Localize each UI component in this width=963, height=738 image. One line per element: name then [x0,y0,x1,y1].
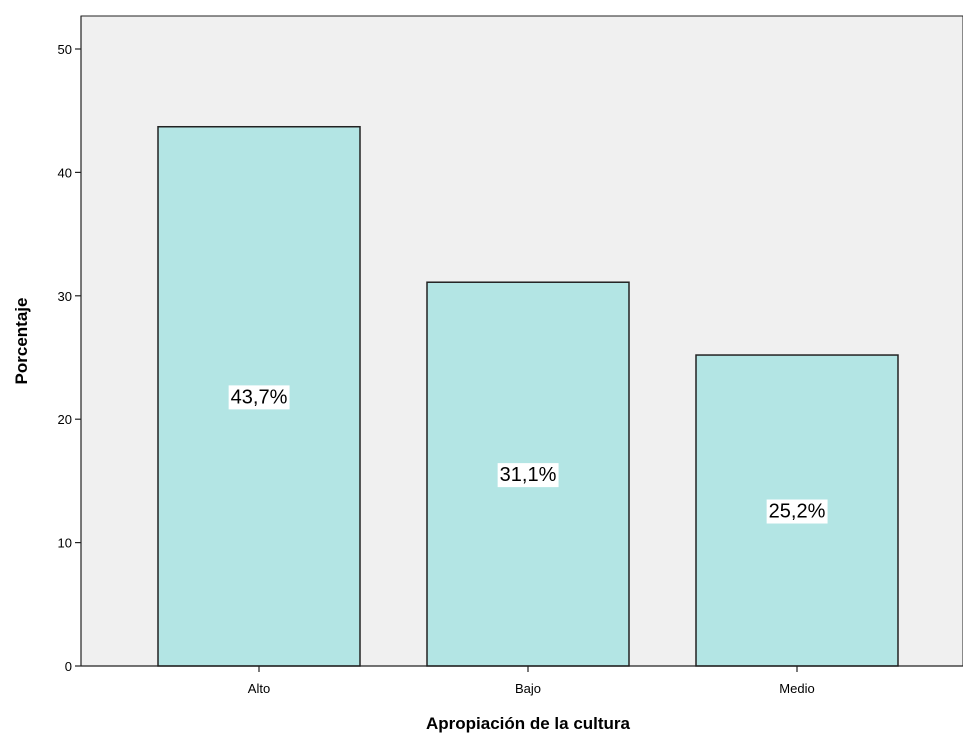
data-label-text: 31,1% [500,464,557,486]
x-axis-title: Apropiación de la cultura [426,714,631,733]
x-tick-label: Alto [248,681,270,696]
y-tick-label: 30 [58,289,72,304]
y-tick-label: 0 [65,659,72,674]
y-tick-label: 50 [58,42,72,57]
data-label-text: 43,7% [231,386,288,408]
x-ticks-group: Alto Bajo Medio [248,666,815,696]
data-label-alto: 43,7% [228,385,290,410]
y-tick-label: 40 [58,165,72,180]
x-tick-label: Medio [779,681,814,696]
x-tick-label: Bajo [515,681,541,696]
y-tick-label: 20 [58,412,72,427]
data-label-background [766,499,828,524]
data-label-background [497,463,559,488]
axes-group [80,16,963,667]
data-label-background [228,385,290,410]
y-axis-title: Porcentaje [12,298,31,385]
data-label-text: 25,2% [769,501,826,523]
y-tick-label: 10 [58,536,72,551]
data-labels-group: 43,7% 31,1% 25,2% [228,385,828,524]
y-ticks-group: 0 10 20 30 40 50 [58,42,81,674]
data-label-bajo: 31,1% [497,463,559,488]
data-label-medio: 25,2% [766,499,828,524]
